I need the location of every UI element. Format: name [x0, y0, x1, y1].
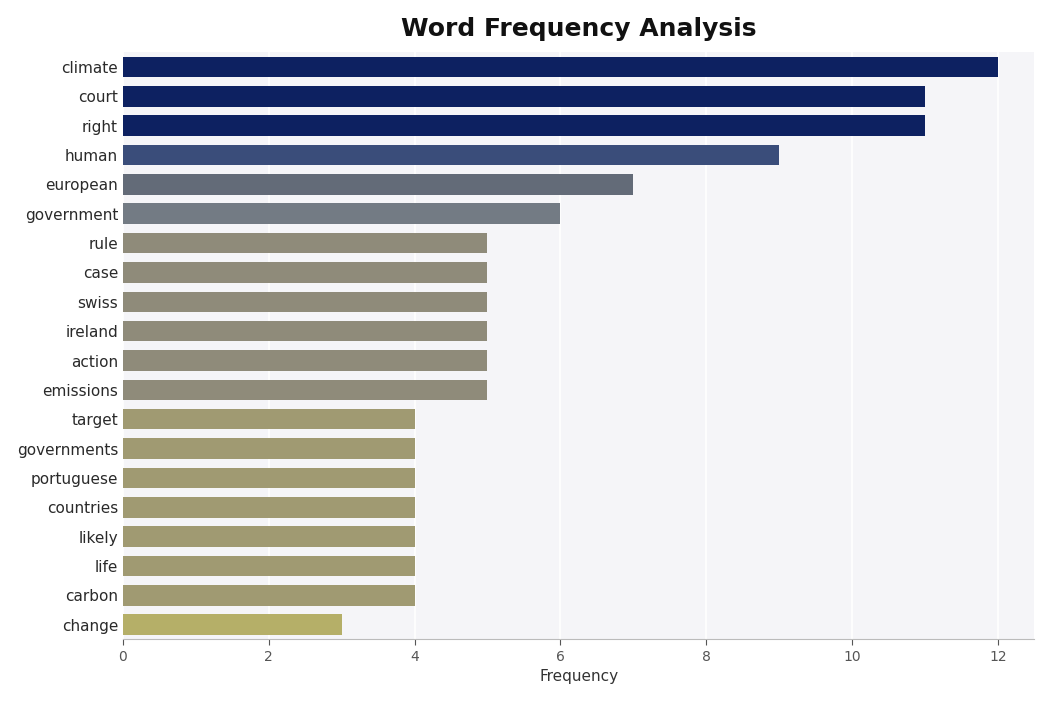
Bar	[123, 321, 488, 341]
Bar	[123, 116, 925, 136]
Bar	[123, 233, 488, 253]
Bar	[123, 203, 560, 224]
Bar	[123, 526, 414, 547]
Bar	[123, 350, 488, 371]
Bar	[123, 497, 414, 517]
Bar	[123, 468, 414, 488]
Bar	[123, 57, 997, 77]
Bar	[123, 556, 414, 576]
Bar	[123, 380, 488, 400]
Bar	[123, 585, 414, 606]
X-axis label: Frequency: Frequency	[539, 669, 618, 684]
Bar	[123, 86, 925, 107]
Bar	[123, 262, 488, 283]
Title: Word Frequency Analysis: Word Frequency Analysis	[400, 17, 757, 41]
Bar	[123, 409, 414, 430]
Bar	[123, 438, 414, 459]
Bar	[123, 614, 342, 635]
Bar	[123, 292, 488, 312]
Bar	[123, 174, 634, 195]
Bar	[123, 145, 779, 165]
